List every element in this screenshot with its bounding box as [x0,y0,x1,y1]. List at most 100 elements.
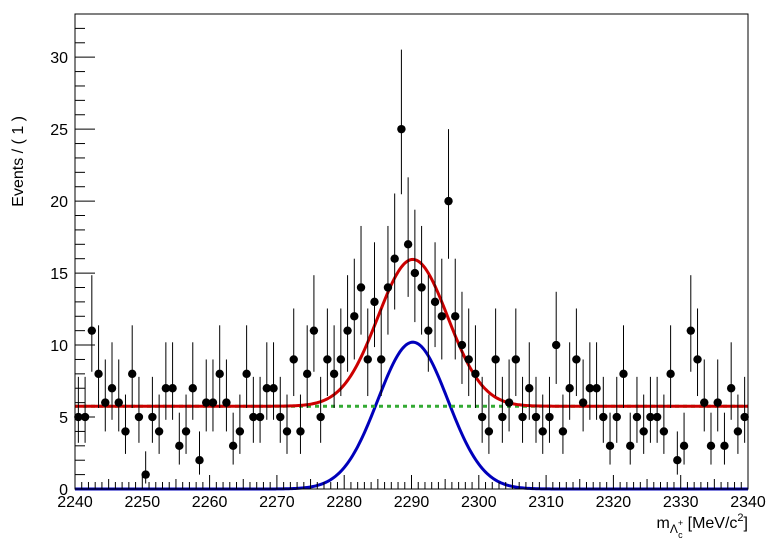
data-point [666,325,675,408]
data-point [713,359,722,432]
data-point [94,325,103,408]
data-marker [101,398,110,407]
data-marker [673,456,682,465]
data-point [471,325,480,408]
data-point [531,376,541,443]
data-marker [498,412,507,422]
data-marker [518,412,527,422]
data-point [377,308,386,397]
data-marker [350,312,359,321]
data-marker [188,384,197,393]
data-marker [706,441,716,451]
data-point [148,376,157,443]
data-marker [451,312,460,321]
data-marker [282,427,292,436]
data-marker [296,427,305,436]
data-marker [511,355,521,364]
data-marker [302,369,312,379]
x-tick-label: 2260 [192,494,228,511]
data-point [114,359,123,432]
data-marker [269,384,278,393]
data-point [726,342,736,420]
data-point [511,308,521,397]
y-tick-label: 0 [59,482,68,499]
data-point [242,325,251,408]
data-point [498,376,507,443]
x-tick-label: 2270 [259,494,295,511]
data-point [87,275,97,372]
data-point [289,308,298,397]
x-tick-label: 2240 [57,494,93,511]
data-point [107,342,117,420]
data-point [619,325,628,408]
data-marker [363,355,372,364]
data-marker [107,384,117,393]
data-point [134,376,144,443]
data-marker [572,355,581,364]
data-marker [693,355,702,364]
data-marker [632,412,642,422]
data-point [255,376,265,443]
x-axis-title: mΛ+ c[MeV/c2] [657,512,748,539]
data-marker [403,240,413,249]
data-point [646,376,655,443]
data-marker [720,441,729,451]
data-marker [383,283,393,292]
data-point [424,275,433,372]
data-point [181,394,191,454]
data-marker [128,369,137,379]
data-marker [430,297,440,307]
data-marker [356,283,366,292]
data-marker [605,441,615,451]
data-point [235,394,245,454]
data-point [350,258,359,360]
data-point [464,308,473,397]
data-marker [255,412,265,422]
data-point [720,412,729,465]
data-marker [619,369,628,379]
data-point [269,342,278,420]
data-point [612,376,621,443]
data-marker [215,369,224,379]
y-tick-label: 25 [50,122,68,139]
data-marker [410,268,420,278]
data-marker [592,384,601,393]
data-point [323,308,332,397]
data-marker [309,326,319,335]
data-point [417,225,426,335]
y-tick-label: 20 [50,194,68,211]
data-marker [222,398,231,407]
data-point [605,412,615,465]
data-point [215,325,224,408]
data-marker [740,412,749,422]
data-marker [242,369,251,379]
data-point [410,209,420,323]
data-marker [417,283,426,292]
data-point [121,394,130,454]
data-marker [336,355,346,364]
total-fit-curve [75,257,748,408]
data-marker [565,384,574,393]
data-point [195,431,204,475]
data-marker [343,326,352,335]
data-point [525,342,534,420]
data-point [343,275,352,372]
data-marker [578,398,588,407]
data-marker [276,412,285,422]
data-marker [141,470,150,479]
data-point [309,275,319,372]
data-marker [545,412,554,422]
data-marker [134,412,144,422]
data-marker [612,412,621,422]
data-point [565,342,574,420]
data-point [141,451,150,484]
data-point [370,242,379,348]
data-point [329,325,339,408]
data-point [356,225,366,335]
x-tick-label: 2340 [730,494,766,511]
data-point [403,177,413,297]
data-marker [316,412,325,422]
data-point [504,359,514,432]
data-marker [531,412,541,422]
